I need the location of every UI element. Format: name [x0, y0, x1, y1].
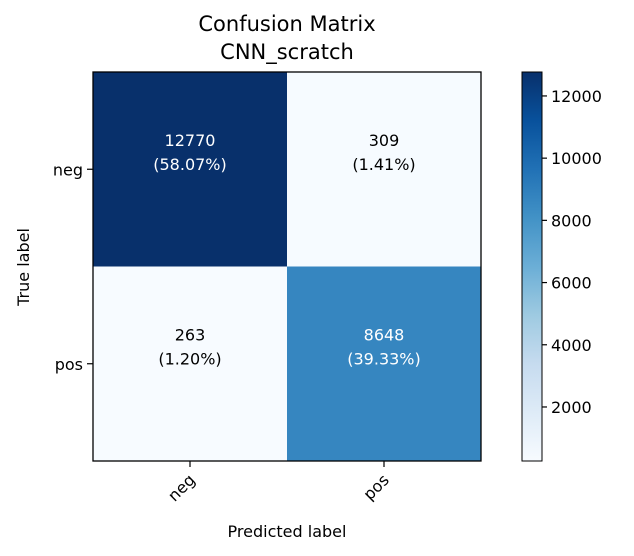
y-tick-label: pos — [55, 355, 83, 374]
cell-count-label: 12770 — [165, 131, 216, 150]
chart-subtitle: CNN_scratch — [220, 40, 354, 65]
cell-percent-label: (39.33%) — [347, 350, 421, 369]
matrix-cell — [93, 72, 287, 267]
cell-count-label: 309 — [369, 131, 400, 150]
y-ticks: neg pos — [53, 160, 93, 374]
matrix-cell — [287, 266, 481, 461]
colorbar-tick-label: 2000 — [551, 398, 592, 417]
colorbar — [521, 71, 543, 462]
cell-percent-label: (58.07%) — [153, 155, 227, 174]
matrix-cells: 12770 (58.07%) 309 (1.41%) 263 (1.20%) 8648 (39… — [93, 72, 481, 461]
x-ticks: neg pos — [164, 461, 393, 505]
plot-frame — [92, 71, 482, 462]
cell-count-label: 263 — [175, 326, 206, 345]
chart-title: Confusion Matrix — [198, 12, 375, 36]
cell-percent-label: (1.41%) — [352, 155, 415, 174]
colorbar-tick-label: 4000 — [551, 336, 592, 355]
cell-percent-label: (1.20%) — [158, 350, 221, 369]
x-axis-label: Predicted label — [228, 522, 347, 541]
colorbar-tick-label: 8000 — [551, 211, 592, 230]
colorbar-tick-label: 6000 — [551, 274, 592, 293]
x-tick-label: neg — [164, 470, 199, 505]
cell-count-label: 8648 — [364, 326, 405, 345]
y-tick-label: neg — [53, 160, 83, 179]
matrix-cell — [287, 72, 481, 267]
colorbar-tick-label: 10000 — [551, 149, 602, 168]
matrix-cell — [93, 266, 287, 461]
colorbar-ticks: 2000 4000 6000 8000 10000 12000 — [542, 87, 602, 417]
colorbar-tick-label: 12000 — [551, 87, 602, 106]
y-axis-label: True label — [14, 228, 33, 307]
x-tick-label: pos — [359, 470, 392, 503]
